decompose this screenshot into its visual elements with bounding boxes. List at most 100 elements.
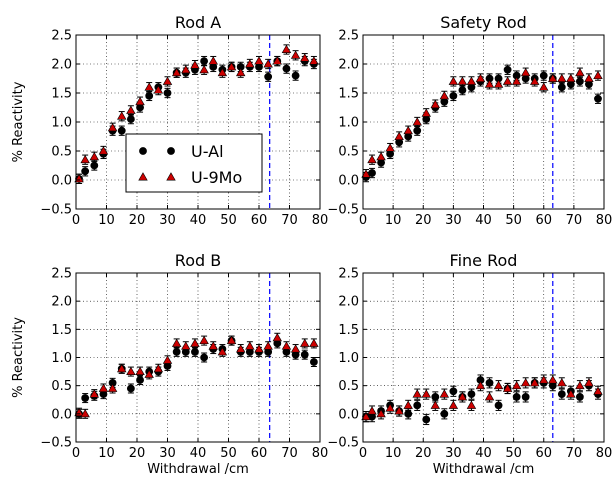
data-point-triangle (245, 59, 255, 68)
data-point-triangle (263, 59, 273, 68)
data-point-circle (512, 393, 521, 401)
data-point-triangle (548, 73, 558, 82)
data-point-triangle (361, 411, 371, 421)
legend-marker-circle (139, 147, 147, 155)
y-tick-label: −0.5 (327, 203, 359, 218)
data-point-triangle (300, 53, 310, 62)
data-point-triangle (254, 56, 264, 65)
data-point-triangle (171, 67, 182, 77)
data-point-triangle (457, 76, 468, 85)
data-point-circle (126, 115, 135, 123)
y-axis-label: % Reactivity (11, 81, 26, 162)
data-point-triangle (162, 355, 173, 364)
x-tick-label: 30 (445, 446, 462, 461)
panel-title: Fine Rod (450, 251, 518, 270)
data-point-triangle (309, 56, 319, 65)
data-point-triangle (162, 76, 173, 85)
data-point-triangle (439, 389, 450, 398)
data-point-circle (300, 350, 309, 359)
x-tick-label: 80 (312, 446, 329, 461)
data-point-triangle (281, 44, 292, 53)
data-point-circle (404, 409, 413, 418)
data-point-triangle (208, 341, 218, 350)
x-tick-label: 0 (359, 213, 367, 228)
y-tick-label: 1.5 (338, 323, 359, 338)
data-point-triangle (272, 332, 283, 342)
y-tick-label: 1.0 (338, 351, 359, 366)
panel-title: Rod B (175, 251, 221, 270)
panel-rod-b: 0 10 20 30 40 50 60 70 80 −0.5 0.0 0.5 1.0 1.5 2.0 2.5 R… (11, 251, 328, 477)
data-point-triangle (430, 400, 441, 409)
data-point-circle (449, 387, 458, 396)
data-point-triangle (466, 400, 477, 409)
series-u-9mo (361, 67, 603, 180)
data-point-circle (557, 83, 566, 92)
data-point-triangle (484, 392, 495, 401)
y-tick-label: −0.5 (40, 436, 72, 451)
data-point-circle (413, 126, 422, 135)
y-tick-label: 0.5 (338, 145, 359, 160)
data-point-circle (81, 167, 90, 176)
data-point-circle (291, 71, 300, 80)
ticks: 0 10 20 30 40 50 60 70 80 −0.5 0.0 0.5 1.0 1.5 2.0 2.5 (327, 267, 612, 462)
data-point-triangle (98, 383, 109, 392)
y-axis-label: % Reactivity (11, 317, 26, 398)
data-point-triangle (117, 111, 127, 120)
x-tick-label: 50 (505, 213, 522, 228)
data-point-triangle (80, 154, 90, 164)
data-point-triangle (593, 386, 603, 395)
y-tick-label: −0.5 (40, 203, 72, 218)
data-point-triangle (153, 85, 164, 94)
y-tick-label: 2.5 (51, 267, 72, 282)
x-tick-label: 20 (415, 446, 432, 461)
data-point-triangle (575, 380, 585, 390)
series-u-al (362, 374, 602, 426)
data-point-triangle (548, 375, 558, 384)
x-tick-label: 70 (566, 446, 583, 461)
x-tick-label: 60 (251, 213, 268, 228)
data-point-triangle (126, 105, 136, 114)
data-point-triangle (421, 389, 431, 398)
data-point-circle (136, 376, 144, 384)
data-point-triangle (394, 131, 404, 140)
data-point-triangle (217, 347, 228, 356)
data-point-circle (200, 57, 208, 65)
data-point-triangle (80, 409, 90, 418)
data-point-triangle (235, 344, 246, 353)
y-tick-label: 0.0 (51, 174, 72, 189)
gridlines (363, 35, 604, 209)
y-tick-label: 0.0 (338, 407, 359, 422)
data-point-triangle (484, 79, 495, 88)
data-point-triangle (584, 378, 594, 387)
data-point-triangle (107, 383, 118, 392)
x-tick-label: 50 (505, 446, 522, 461)
data-point-triangle (181, 64, 191, 74)
panel-title: Safety Rod (440, 13, 527, 32)
data-point-triangle (557, 73, 567, 82)
data-point-circle (145, 92, 154, 100)
data-point-triangle (475, 380, 486, 390)
series-u-9mo (361, 374, 603, 423)
data-point-circle (557, 390, 566, 399)
y-tick-label: 2.5 (338, 267, 359, 282)
data-point-triangle (539, 375, 549, 384)
data-point-circle (172, 347, 181, 356)
data-point-triangle (190, 338, 200, 347)
data-point-triangle (502, 76, 513, 85)
data-point-triangle (235, 67, 246, 77)
data-point-triangle (421, 108, 431, 117)
data-point-triangle (529, 378, 540, 387)
data-point-triangle (89, 151, 100, 161)
data-point-triangle (412, 389, 422, 398)
gridlines (76, 273, 320, 442)
data-point-triangle (254, 344, 264, 353)
legend-box (125, 133, 263, 193)
y-tick-label: 2.5 (51, 29, 72, 44)
data-point-circle (503, 65, 512, 74)
data-point-circle (449, 92, 458, 100)
x-tick-label: 70 (281, 446, 298, 461)
data-point-circle (576, 77, 584, 86)
legend: U-Al U-9Mo (125, 133, 263, 193)
data-point-triangle (199, 335, 209, 345)
